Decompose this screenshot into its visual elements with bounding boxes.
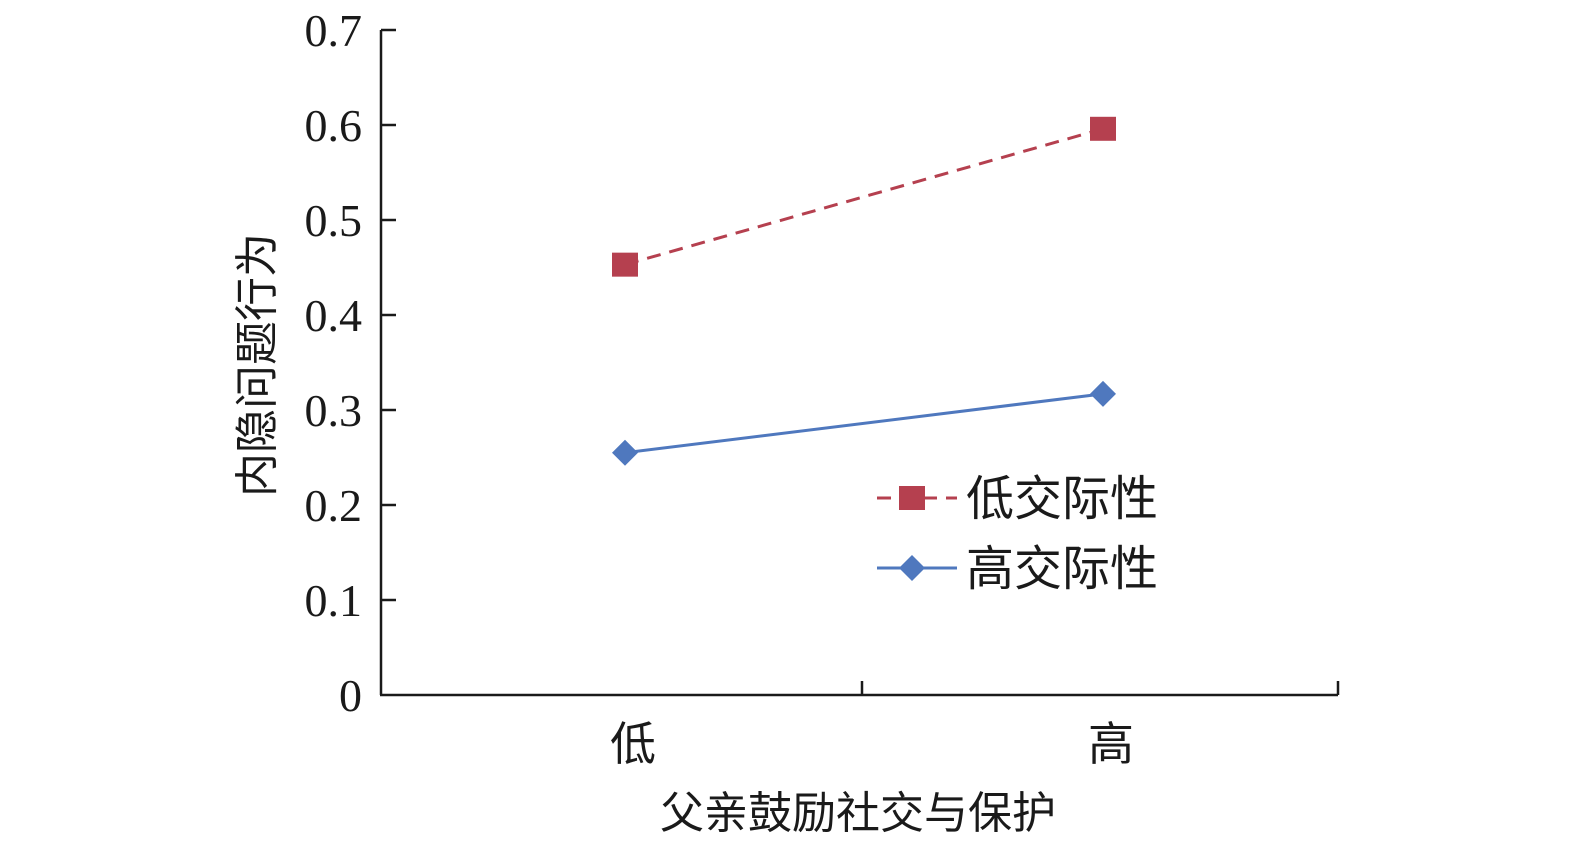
data-point-square xyxy=(612,252,638,277)
legend-label: 高交际性 xyxy=(966,543,1158,596)
data-point-diamond xyxy=(1090,380,1116,407)
y-tick-label: 0 xyxy=(339,670,362,721)
data-point-diamond xyxy=(612,439,638,466)
legend-label: 低交际性 xyxy=(966,473,1158,526)
y-tick-label: 0.3 xyxy=(305,385,363,436)
y-tick-label: 0.6 xyxy=(305,100,363,151)
y-tick-label: 0.7 xyxy=(305,5,363,56)
x-tick-label: 低 xyxy=(610,719,656,770)
series-1 xyxy=(612,116,1116,277)
legend-marker-diamond xyxy=(899,555,925,581)
data-point-square xyxy=(1090,116,1116,141)
y-tick-label: 0.2 xyxy=(305,480,363,531)
y-tick-label: 0.5 xyxy=(305,195,363,246)
y-axis-label: 内隐问题行为 xyxy=(233,233,282,497)
series-2 xyxy=(612,380,1116,466)
series-line xyxy=(624,392,1104,455)
legend-marker-square xyxy=(899,486,925,510)
series-line xyxy=(624,127,1104,267)
x-axis-label: 父亲鼓励社交与保护 xyxy=(660,789,1056,838)
y-tick-label: 0.4 xyxy=(305,290,363,341)
y-tick-label: 0.1 xyxy=(305,575,363,626)
x-tick-label: 高 xyxy=(1088,719,1134,770)
